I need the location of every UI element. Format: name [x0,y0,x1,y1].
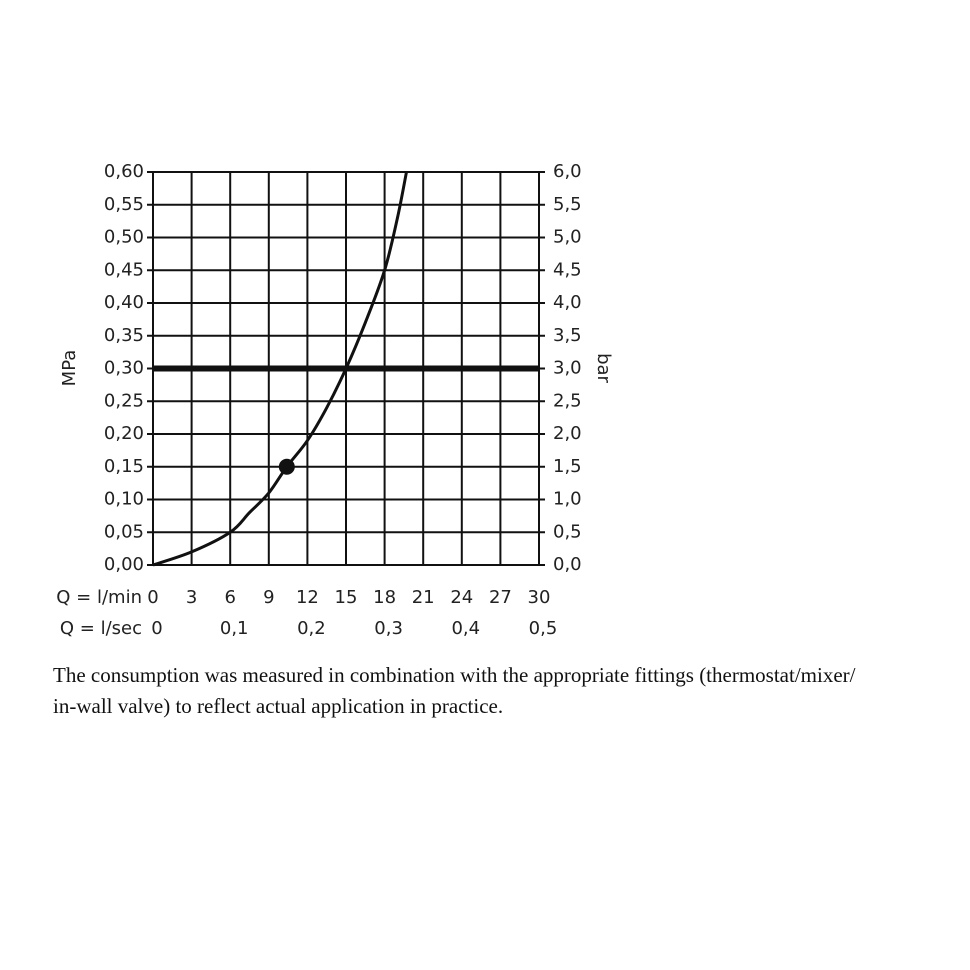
y2-tick-label: 5,0 [553,227,582,248]
y-tick-label: 0,50 [104,227,144,248]
y-tick-label: 0,05 [104,521,144,542]
x2-tick-label: 0 [151,618,162,639]
y2-tick-label: 2,5 [553,390,582,411]
x2-axis-label: Q = l/sec [60,618,142,639]
x-tick-label: 24 [450,587,473,608]
y-tick-label: 0,30 [104,358,144,379]
y2-tick-label: 3,0 [553,358,582,379]
x-tick-label: 6 [224,587,235,608]
caption: The consumption was measured in combinat… [53,660,855,722]
curve [152,171,408,567]
y-tick-label: 0,55 [104,194,144,215]
y-tick-label: 0,25 [104,390,144,411]
y-tick-label: 0,10 [104,489,144,510]
y2-tick-label: 1,0 [553,489,582,510]
x2-tick-label: 0,2 [297,618,326,639]
x2-tick-label: 0,3 [374,618,403,639]
y2-tick-label: 2,0 [553,423,582,444]
y-tick-label: 0,35 [104,325,144,346]
x-tick-label: 15 [335,587,358,608]
y-axis-label: MPa [59,350,80,387]
x2-tick-label: 0,4 [451,618,480,639]
x-tick-label: 3 [186,587,197,608]
y2-tick-label: 1,5 [553,456,582,477]
x-tick-label: 9 [263,587,274,608]
y2-axis-label: bar [593,353,614,383]
y2-tick-label: 6,0 [553,161,582,182]
x-tick-label: 0 [147,587,158,608]
y2-tick-label: 4,0 [553,292,582,313]
y-tick-label: 0,40 [104,292,144,313]
x-tick-label: 27 [489,587,512,608]
y-tick-label: 0,45 [104,259,144,280]
y2-tick-label: 4,5 [553,259,582,280]
x2-tick-label: 0,1 [220,618,249,639]
x-tick-label: 30 [528,587,551,608]
y-tick-label: 0,60 [104,161,144,182]
y2-tick-label: 5,5 [553,194,582,215]
y2-tick-label: 0,0 [553,554,582,575]
marker [278,458,295,475]
x2-tick-label: 0,5 [529,618,558,639]
x-tick-label: 18 [373,587,396,608]
caption-line: The consumption was measured in combinat… [53,663,856,687]
x-tick-label: 21 [412,587,435,608]
y2-tick-label: 3,5 [553,325,582,346]
y-tick-label: 0,00 [104,554,144,575]
chart: 0,000,050,100,150,200,250,300,350,400,45… [56,161,614,639]
x-tick-label: 12 [296,587,319,608]
caption-line: in-wall valve) to reflect actual applica… [53,694,504,718]
y-tick-label: 0,15 [104,456,144,477]
x-axis-label: Q = l/min [56,587,142,608]
y-tick-label: 0,20 [104,423,144,444]
y2-tick-label: 0,5 [553,521,582,542]
